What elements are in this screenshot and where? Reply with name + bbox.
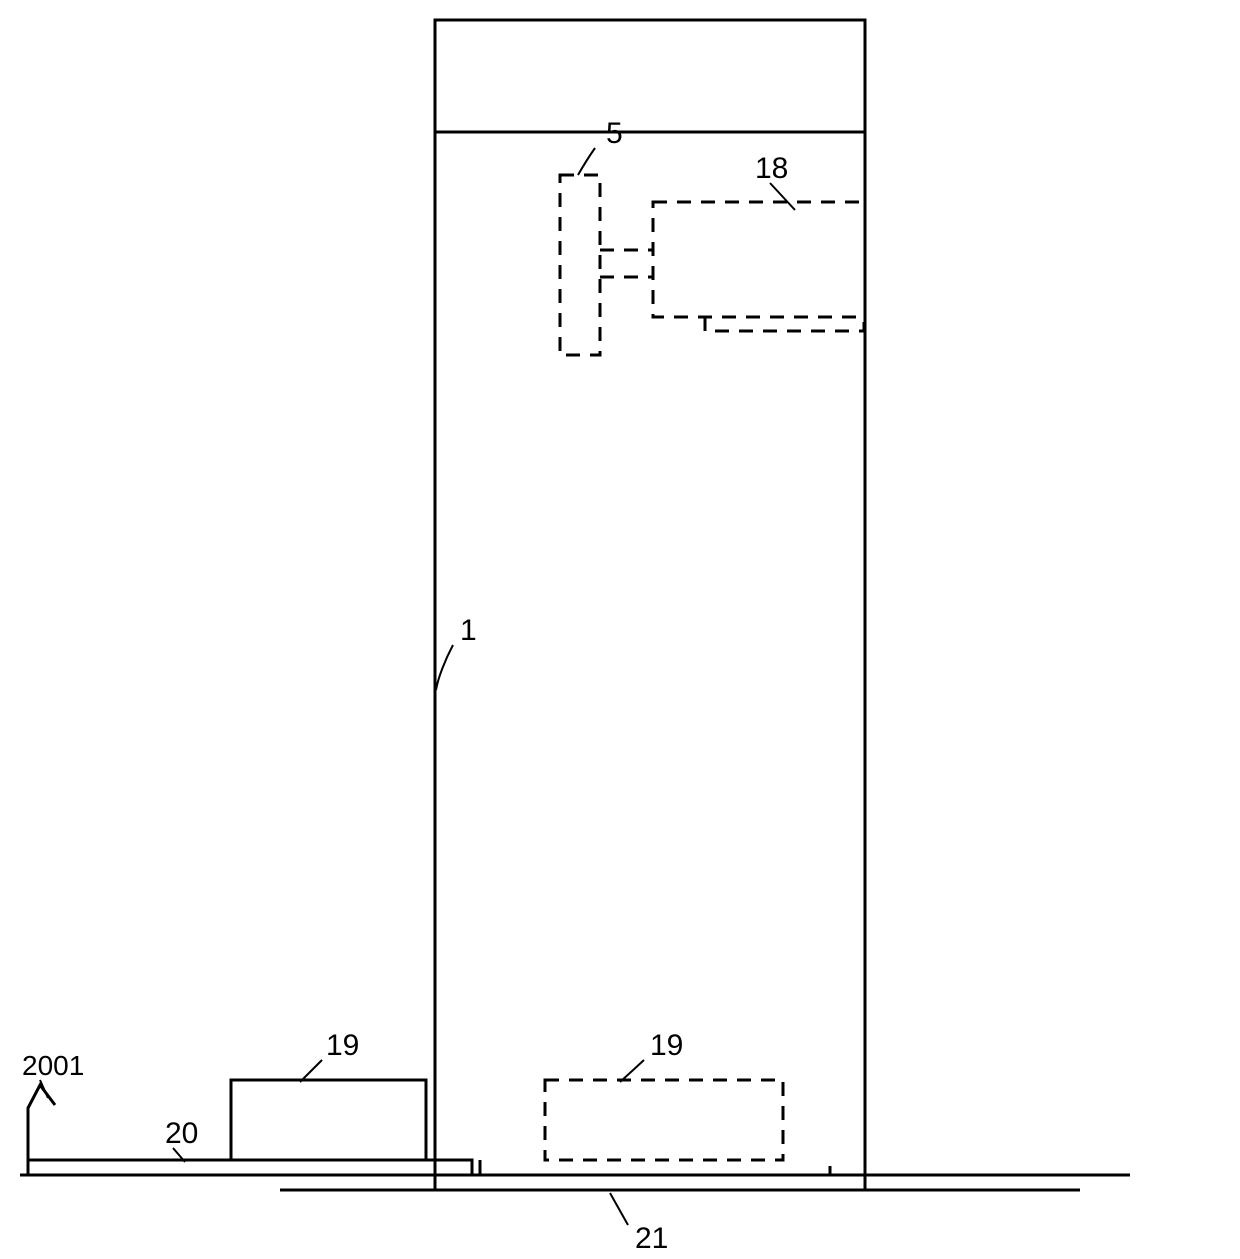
label-2001: 2001	[22, 1050, 84, 1081]
component-19-left	[231, 1080, 426, 1160]
label-19b: 19	[650, 1029, 683, 1062]
component-18-base	[705, 317, 864, 331]
label-20: 20	[165, 1117, 198, 1150]
leader-5	[578, 148, 595, 175]
component-20	[28, 1160, 472, 1175]
main-cabinet	[435, 20, 865, 1190]
leader-18	[770, 183, 795, 210]
leader-19b	[620, 1060, 644, 1082]
label-5: 5	[606, 117, 623, 150]
component-19-right	[545, 1080, 783, 1160]
component-19-right-base	[480, 1160, 830, 1175]
label-1: 1	[460, 614, 477, 647]
component-18	[653, 202, 865, 317]
component-5	[560, 175, 600, 355]
label-18: 18	[755, 152, 788, 185]
diagram-canvas: 5 18 1 19 19 20 21 2001	[0, 0, 1240, 1259]
leader-21	[610, 1193, 628, 1225]
leader-1	[436, 645, 453, 690]
label-21: 21	[635, 1222, 668, 1255]
label-19a: 19	[326, 1029, 359, 1062]
